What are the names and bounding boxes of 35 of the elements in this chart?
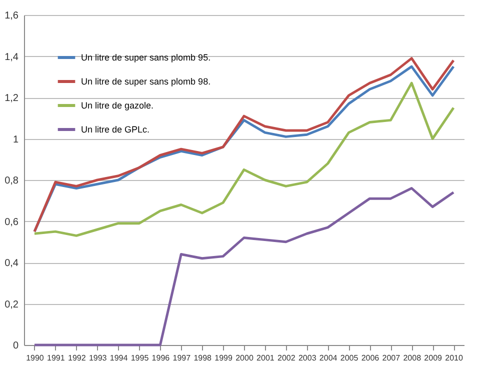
y-tick-label: 1 (12, 134, 19, 146)
x-tick-label: 2006 (361, 354, 380, 362)
x-tick-label: 2010 (445, 354, 464, 362)
x-tick-label: 2003 (298, 354, 317, 362)
x-tick-label: 2009 (424, 354, 443, 362)
x-tick-label: 1995 (130, 354, 150, 362)
y-tick-label: 0,2 (4, 299, 19, 310)
x-tick-label: 2002 (278, 354, 296, 362)
x-tick-label: 1997 (172, 354, 192, 362)
x-tick-label: 2007 (382, 354, 401, 362)
x-tick-label: 2004 (319, 354, 338, 362)
x-tick-label: 1998 (194, 354, 212, 362)
x-tick-label: 1993 (88, 354, 108, 362)
y-tick-label: 1,2 (4, 93, 19, 104)
x-tick-label: 1994 (110, 354, 128, 362)
x-tick-label: 2008 (403, 354, 422, 362)
x-tick-label: 1996 (152, 354, 170, 362)
line-series (33, 187, 455, 346)
x-tick-label: 2000 (236, 354, 254, 362)
x-tick-label: 1990 (26, 354, 44, 362)
legend-label: Un litre de GPLc. (81, 124, 150, 134)
x-tick-label: 2001 (256, 354, 275, 362)
legend-label: Un litre de super sans plomb 95. (81, 52, 211, 62)
x-tick-label: 1992 (68, 354, 86, 362)
y-tick-label: 0,4 (4, 258, 19, 269)
legend-label: Un litre de gazole. (81, 100, 154, 110)
x-tick-label: 1991 (47, 354, 66, 362)
y-tick-label: 0,8 (4, 176, 19, 186)
y-tick-label: 0,6 (4, 216, 19, 228)
y-tick-label: 1,6 (4, 10, 19, 22)
y-tick-label: 1,4 (4, 52, 19, 63)
x-tick-label: 1999 (214, 354, 233, 362)
x-tick-label: 2005 (340, 354, 359, 362)
y-tick-label: 0 (12, 340, 19, 352)
legend-label: Un litre de super sans plomb 98. (81, 76, 211, 86)
